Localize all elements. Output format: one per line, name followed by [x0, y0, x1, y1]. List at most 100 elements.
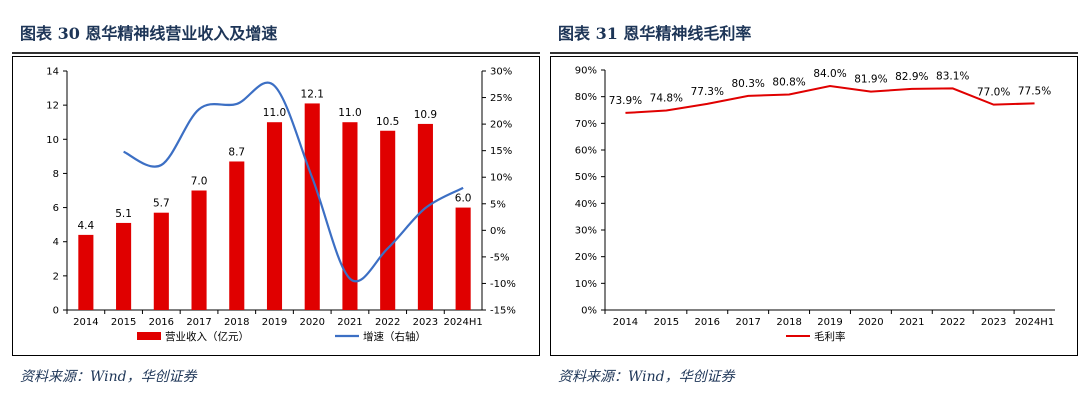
bar: [153, 212, 169, 310]
y-tick-label: 40%: [575, 199, 597, 210]
bar: [455, 207, 471, 310]
bar: [417, 123, 433, 311]
x-tick-label: 2023: [981, 317, 1006, 328]
y-tick-label: 60%: [575, 146, 597, 157]
y2-tick-label: 20%: [490, 120, 512, 131]
legend-label-revenue: 营业收入（亿元）: [165, 330, 249, 343]
x-tick-label: 2019: [262, 317, 287, 328]
title-divider: [550, 52, 1078, 54]
x-tick-label: 2016: [695, 317, 720, 328]
y-tick-label: 0: [53, 306, 59, 317]
plot-frame: [12, 56, 540, 356]
gross-margin-chart: 0% 10% 20% 30% 40% 50% 60% 70% 80% 90% 2014 2015 201…: [550, 56, 1078, 356]
bar-data-label: 10.5: [376, 116, 399, 128]
y2-tick-label: -5%: [490, 252, 509, 263]
legend-label-growth: 增速（右轴）: [363, 330, 426, 343]
bar: [266, 122, 283, 310]
x-tick-label: 2016: [149, 317, 174, 328]
bar: [304, 103, 320, 310]
x-tick-label: 2021: [899, 317, 924, 328]
y-tick-label: 2: [53, 271, 59, 282]
x-tick-label: 2014: [73, 317, 98, 328]
point-data-label: 80.8%: [772, 77, 805, 89]
y-tick-label: 14: [46, 67, 59, 78]
y2-tick-label: 30%: [490, 67, 512, 78]
plot-frame: [550, 56, 1078, 356]
x-tick-label: 2017: [735, 317, 760, 328]
point-data-label: 81.9%: [854, 74, 887, 86]
legend-swatch-revenue: [137, 332, 161, 340]
bar-data-label: 6.0: [455, 193, 472, 205]
bar-data-label: 7.0: [191, 176, 208, 188]
bar-data-label: 8.7: [228, 146, 245, 158]
bar: [380, 130, 396, 310]
point-data-label: 83.1%: [936, 70, 969, 82]
title-divider: [12, 52, 540, 54]
chart-panel-gross-margin: 图表 31 恩华精神线毛利率 0% 10% 20% 30% 40% 50% 60% 70% 80…: [550, 0, 1078, 402]
chart-title: 图表 30 恩华精神线营业收入及增速: [20, 24, 278, 43]
x-tick-label: 2018: [224, 317, 249, 328]
x-tick-label: 2024H1: [443, 317, 482, 328]
y2-tick-label: 0%: [490, 226, 506, 237]
x-tick-label: 2018: [776, 317, 801, 328]
y2-tick-label: 15%: [490, 146, 512, 157]
y2-tick-label: -15%: [490, 306, 516, 317]
bar: [116, 222, 132, 310]
y-tick-label: 70%: [575, 119, 597, 130]
bar-data-label: 11.0: [338, 107, 361, 119]
bar-data-label: 5.7: [153, 198, 170, 210]
y2-tick-label: 10%: [490, 173, 512, 184]
bar-data-label: 10.9: [414, 109, 437, 121]
x-tick-label: 2020: [858, 317, 883, 328]
point-data-label: 77.0%: [977, 87, 1010, 99]
source-note: 资料来源：Wind，华创证券: [558, 369, 735, 385]
growth-series-line: [123, 81, 464, 283]
y-tick-label: 0%: [581, 306, 597, 317]
x-tick-label: 2024H1: [1015, 317, 1054, 328]
source-note: 资料来源：Wind，华创证券: [20, 369, 197, 385]
y-tick-label: 12: [46, 101, 59, 112]
point-data-label: 80.3%: [732, 78, 765, 90]
y-tick-label: 20%: [575, 252, 597, 263]
x-tick-label: 2015: [654, 317, 679, 328]
x-tick-label: 2020: [300, 317, 325, 328]
bar: [78, 234, 94, 310]
y-tick-label: 50%: [575, 172, 597, 183]
x-tick-label: 2022: [375, 317, 400, 328]
point-data-label: 82.9%: [895, 71, 928, 83]
bar-data-label: 11.0: [263, 107, 286, 119]
y-tick-label: 80%: [575, 92, 597, 103]
y2-tick-label: -10%: [490, 279, 516, 290]
y-tick-label: 10: [46, 135, 59, 146]
y-tick-label: 4: [53, 237, 59, 248]
gross-margin-series-line: [625, 84, 1035, 114]
y-tick-label: 8: [53, 169, 59, 180]
bar-data-label: 4.4: [78, 220, 95, 232]
bar-data-label: 12.1: [301, 88, 324, 100]
point-data-label: 74.8%: [650, 93, 683, 105]
bar: [229, 161, 245, 310]
point-data-label: 77.5%: [1018, 85, 1051, 97]
y-tick-label: 6: [53, 203, 59, 214]
chart-panel-revenue: 图表 30 恩华精神线营业收入及增速 0 2 4 6 8 10 12 14 -15% -10% -5…: [12, 0, 540, 402]
x-tick-label: 2023: [413, 317, 438, 328]
point-data-label: 77.3%: [691, 86, 724, 98]
point-data-label: 73.9%: [609, 95, 642, 107]
y2-tick-label: 25%: [490, 93, 512, 104]
x-tick-label: 2015: [111, 317, 136, 328]
point-data-label: 84.0%: [813, 68, 846, 80]
bar: [342, 122, 358, 310]
revenue-chart: 0 2 4 6 8 10 12 14 -15% -10% -5% 0% 5% 10% 15% 20% 25% 30…: [12, 56, 540, 356]
y2-tick-label: 5%: [490, 199, 506, 210]
x-tick-label: 2019: [817, 317, 842, 328]
x-tick-label: 2014: [613, 317, 638, 328]
x-tick-label: 2017: [186, 317, 211, 328]
y-tick-label: 30%: [575, 226, 597, 237]
y-tick-label: 90%: [575, 66, 597, 77]
y-tick-label: 10%: [575, 279, 597, 290]
bar-data-label: 5.1: [115, 208, 132, 220]
x-tick-label: 2022: [940, 317, 965, 328]
legend-label-gross-margin: 毛利率: [814, 330, 846, 343]
chart-title: 图表 31 恩华精神线毛利率: [558, 24, 752, 43]
bar: [191, 190, 207, 310]
